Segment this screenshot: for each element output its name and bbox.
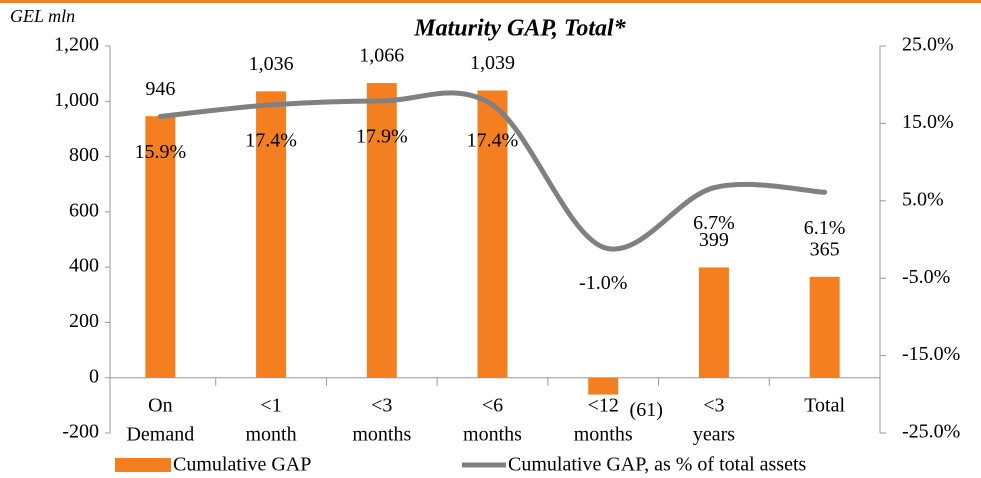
y-tick-label: 400 [69,255,99,277]
y2-tick-label: -5.0% [902,266,950,288]
x-tick-label: On Demand [126,394,194,445]
y2-tick-label: -15.0% [902,343,960,365]
y-tick-label: 1,000 [54,89,99,111]
line-value-label: 17.9% [356,126,408,148]
bar-value-label: 1,039 [470,52,515,74]
legend-label: Cumulative GAP [173,454,311,476]
bar [588,377,619,395]
bar-value-label: 365 [810,238,840,260]
bar [366,83,397,378]
legend-swatch [115,458,171,472]
line-value-label: 15.9% [135,141,187,163]
top-rule [0,0,981,3]
y-axis-label: GEL mln [10,6,75,26]
bar-value-label: 1,036 [249,53,294,75]
chart-title: Maturity GAP, Total* [413,16,626,42]
x-tick-label: <12 months [574,394,633,445]
line-value-label: 17.4% [245,129,297,151]
y-tick-label: -200 [62,421,99,443]
line-value-label: 6.7% [693,212,735,234]
y-tick-label: 800 [69,144,99,166]
legend-label: Cumulative GAP, as % of total assets [508,454,807,476]
y-tick-label: 0 [89,365,99,387]
line-value-label: 17.4% [467,129,519,151]
x-tick-label: <3 months [352,394,411,445]
x-tick-label: <3 years [693,394,735,445]
bar [809,276,840,378]
x-tick-label: <1 month [246,394,297,445]
y-tick-label: 200 [69,310,99,332]
bar [256,91,287,378]
bar-value-label: 399 [699,229,729,251]
bar-value-label: 946 [145,78,175,100]
bar [698,267,729,378]
y2-tick-label: 25.0% [902,34,954,56]
line-value-label: 6.1% [804,217,846,239]
y-tick-label: 1,200 [54,34,99,56]
line-value-label: -1.0% [579,272,627,294]
bar-value-label: 1,066 [359,45,404,67]
y2-tick-label: 15.0% [902,111,954,133]
bar [145,116,176,378]
y2-tick-label: -25.0% [902,421,960,443]
x-tick-label: <6 months [463,394,522,445]
y2-tick-label: 5.0% [902,188,944,210]
x-tick-label: Total [804,394,845,416]
y-tick-label: 600 [69,199,99,221]
bar-value-label: (61) [630,399,663,421]
line [157,90,828,252]
bar [477,90,508,378]
